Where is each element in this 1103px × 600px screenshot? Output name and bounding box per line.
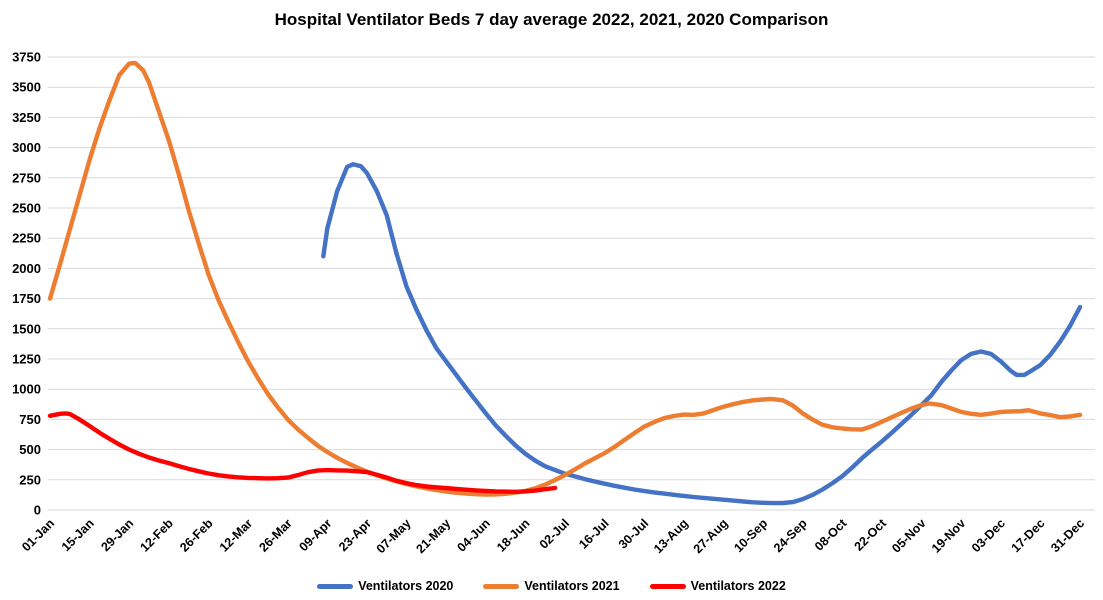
x-tick-label: 21-May — [413, 516, 453, 556]
x-tick-label: 07-May — [374, 516, 414, 556]
x-tick-label: 15-Jan — [59, 516, 97, 554]
legend-item-ventilators-2021: Ventilators 2021 — [483, 579, 620, 593]
x-tick-label: 12-Feb — [138, 516, 177, 555]
x-tick-label: 27-Aug — [691, 516, 731, 556]
legend-label-ventilators-2020: Ventilators 2020 — [358, 579, 454, 593]
series-line-ventilators-2021 — [47, 60, 1083, 497]
y-tick-label: 500 — [19, 442, 41, 457]
legend-label-ventilators-2021: Ventilators 2021 — [524, 579, 620, 593]
x-tick-label: 18-Jun — [494, 516, 532, 554]
y-tick-label: 2250 — [12, 231, 41, 246]
x-tick-label: 08-Oct — [812, 516, 850, 554]
x-tick-label: 16-Jul — [576, 516, 611, 551]
y-tick-label: 1000 — [12, 382, 41, 397]
y-tick-label: 2000 — [12, 261, 41, 276]
x-tick-label: 01-Jan — [19, 516, 57, 554]
x-axis-labels: 01-Jan 15-Jan 29-Jan 12-Feb 26-Feb 12-Mar 26-M… — [19, 516, 1087, 556]
legend-label-ventilators-2022: Ventilators 2022 — [690, 579, 786, 593]
legend-item-ventilators-2020: Ventilators 2020 — [317, 579, 453, 593]
y-tick-label: 3000 — [12, 140, 41, 155]
y-tick-label: 1250 — [12, 352, 41, 367]
x-tick-label: 04-Jun — [455, 516, 493, 554]
x-tick-label: 02-Jul — [537, 516, 572, 551]
x-tick-label: 22-Oct — [852, 516, 890, 554]
y-tick-label: 2750 — [12, 170, 41, 185]
y-tick-label: 750 — [19, 412, 41, 427]
x-tick-label: 24-Sep — [771, 516, 810, 555]
legend-item-ventilators-2022: Ventilators 2022 — [649, 579, 786, 593]
x-tick-label: 29-Jan — [98, 516, 136, 554]
x-tick-label: 17-Dec — [1009, 516, 1048, 555]
x-tick-label: 03-Dec — [969, 516, 1008, 555]
x-tick-label: 26-Mar — [256, 516, 294, 554]
y-tick-label: 250 — [19, 472, 41, 487]
legend-swatch-ventilators-2022 — [649, 583, 686, 589]
y-tick-label: 3250 — [12, 110, 41, 125]
series-line-ventilators-2020 — [321, 162, 1083, 506]
y-tick-label: 0 — [34, 503, 41, 518]
x-tick-label: 05-Nov — [889, 516, 928, 555]
legend-swatch-ventilators-2020 — [317, 583, 354, 589]
x-tick-label: 09-Apr — [297, 516, 335, 554]
y-axis-labels: 0 250 500 750 1000 1250 1500 1750 2000 2250 2500 27… — [12, 50, 41, 518]
chart-legend: Ventilators 2020 Ventilators 2021 Ventilat… — [0, 579, 1103, 593]
series-line-ventilators-2022 — [47, 411, 558, 494]
y-tick-label: 1500 — [12, 321, 41, 336]
y-tick-label: 1750 — [12, 291, 41, 306]
x-tick-label: 26-Feb — [177, 516, 216, 555]
y-tick-label: 3750 — [12, 50, 41, 65]
x-tick-label: 12-Mar — [217, 516, 255, 554]
gridlines — [48, 56, 1095, 511]
x-tick-label: 30-Jul — [616, 516, 651, 551]
x-tick-label: 19-Nov — [929, 516, 968, 555]
x-tick-label: 13-Aug — [651, 516, 691, 556]
legend-swatch-ventilators-2021 — [483, 583, 520, 589]
chart-title: Hospital Ventilator Beds 7 day average 2… — [274, 10, 829, 29]
x-tick-label: 31-Dec — [1048, 516, 1087, 555]
y-tick-label: 3500 — [12, 80, 41, 95]
x-tick-label: 23-Apr — [336, 516, 374, 554]
y-tick-label: 2500 — [12, 201, 41, 216]
x-tick-label: 10-Sep — [731, 516, 770, 555]
